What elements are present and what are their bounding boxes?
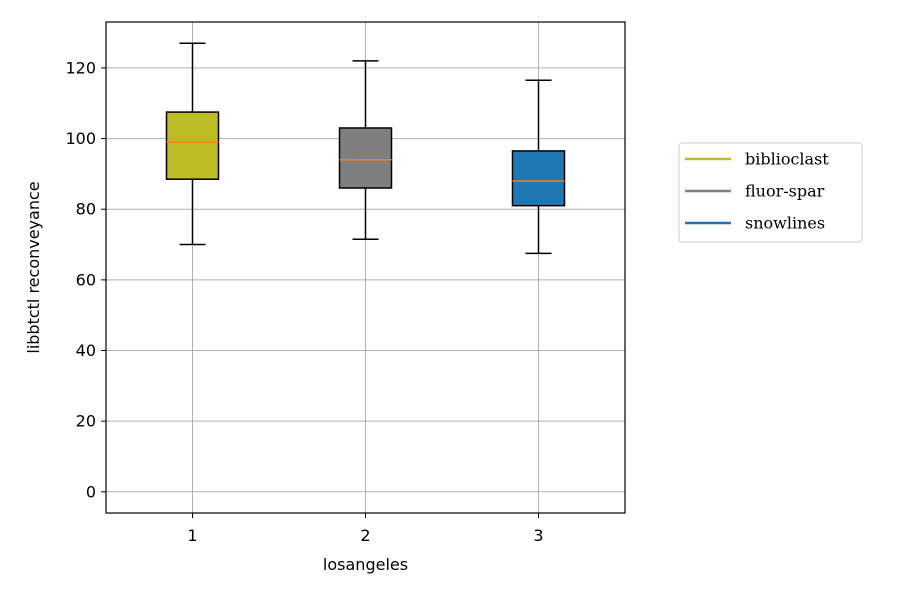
y-tick-label: 100 — [65, 129, 96, 148]
legend-label-fluor-spar: fluor-spar — [745, 182, 825, 201]
y-tick-label: 20 — [76, 412, 96, 431]
legend-label-snowlines: snowlines — [745, 214, 825, 233]
box-snowlines — [511, 79, 566, 255]
y-axis-ticks: 0 20 40 60 80 100 120 — [65, 58, 106, 501]
iqr-box — [511, 150, 566, 207]
y-tick-label: 0 — [86, 482, 96, 501]
x-tick-label: 1 — [187, 526, 197, 545]
x-tick-label: 2 — [360, 526, 370, 545]
box-fluor-spar — [338, 60, 393, 240]
iqr-box — [165, 111, 220, 180]
boxes — [165, 42, 566, 255]
y-tick-label: 120 — [65, 58, 96, 77]
y-tick-label: 40 — [76, 341, 96, 360]
legend-frame — [678, 142, 863, 243]
x-axis-label: losangeles — [323, 555, 408, 574]
legend: biblioclast fluor-spar snowlines — [678, 142, 863, 243]
y-axis-label: libbtctl reconveyance — [24, 181, 43, 353]
legend-label-biblioclast: biblioclast — [745, 150, 829, 169]
x-tick-label: 3 — [533, 526, 543, 545]
y-tick-label: 60 — [76, 270, 96, 289]
y-tick-label: 80 — [76, 200, 96, 219]
box-biblioclast — [165, 42, 220, 246]
iqr-box — [338, 127, 393, 189]
x-axis-ticks: 1 2 3 — [187, 513, 544, 545]
